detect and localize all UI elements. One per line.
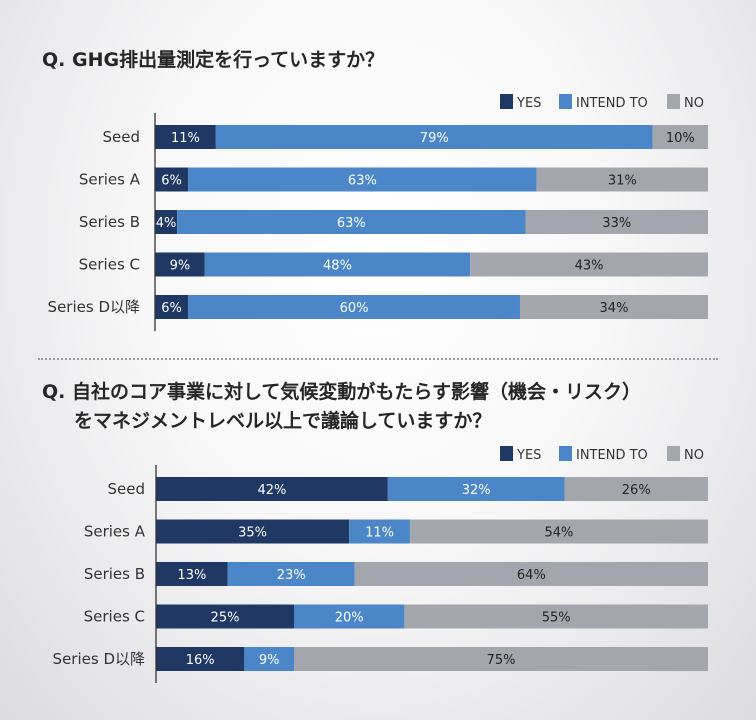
- data-label: 4%: [156, 216, 177, 231]
- legend-swatch-3: [667, 446, 680, 461]
- data-label: 54%: [545, 526, 574, 541]
- bar-segment-yes: [156, 519, 350, 544]
- bar-segment-yes: [156, 647, 245, 671]
- bar-segment-no: [536, 167, 708, 192]
- category-label: Series A: [79, 171, 141, 189]
- category-label: Series B: [79, 213, 140, 231]
- data-label: 23%: [277, 568, 306, 583]
- section-divider: [38, 358, 718, 360]
- data-label: 11%: [171, 131, 200, 146]
- bar-segment-no: [470, 252, 708, 277]
- bar-segment-no: [652, 125, 708, 149]
- category-label: Seed: [103, 128, 141, 146]
- bar-segment-intend: [188, 167, 537, 192]
- bar-segment-intend: [177, 210, 526, 234]
- data-label: 42%: [257, 483, 286, 498]
- bar-segment-yes: [155, 167, 189, 192]
- category-label: Seed: [108, 480, 146, 498]
- legend-swatch-2: [559, 94, 572, 109]
- data-label: 60%: [340, 301, 369, 316]
- legend-label-2: INTEND TO: [576, 448, 648, 463]
- data-label: 31%: [608, 174, 637, 189]
- data-label: 48%: [323, 259, 352, 274]
- bar-segment-no: [564, 477, 708, 501]
- bar-segment-intend: [204, 252, 471, 277]
- legend-swatch-3: [667, 94, 680, 109]
- data-label: 35%: [238, 526, 267, 541]
- data-label: 33%: [602, 216, 631, 231]
- data-label: 6%: [161, 301, 182, 316]
- data-label: 6%: [161, 174, 182, 189]
- bar-segment-intend: [294, 604, 405, 629]
- chart-ghg-measurement: YES INTEND TO NO Seed 11% 79% 10% Series A 6% 63%…: [48, 94, 708, 331]
- bar-segment-yes: [155, 252, 205, 277]
- legend-swatch-1: [500, 94, 513, 109]
- bar-segment-intend: [349, 519, 410, 544]
- data-label: 64%: [517, 568, 546, 583]
- bar-segment-no: [354, 562, 708, 586]
- data-label: 9%: [170, 259, 191, 274]
- bar-segment-yes: [155, 125, 216, 149]
- chart-climate-discussion: YES INTEND TO NO Seed 42% 32% 26% Series A 35% 11…: [53, 446, 708, 683]
- data-label: 55%: [542, 611, 571, 626]
- legend-label-1: YES: [516, 96, 541, 111]
- category-label: Series B: [84, 565, 145, 583]
- category-label: Series A: [84, 523, 146, 541]
- legend-swatch-1: [500, 446, 513, 461]
- data-label: 16%: [186, 653, 215, 668]
- bar-segment-no: [404, 604, 708, 629]
- legend-label-1: YES: [516, 448, 541, 463]
- bar-segment-intend: [215, 125, 653, 149]
- question-2-line2: をマネジメントレベル以上で議論していますか？: [74, 410, 492, 432]
- data-label: 63%: [348, 174, 377, 189]
- bar-segment-no: [294, 647, 708, 671]
- data-label: 10%: [666, 131, 695, 146]
- question-1-line1: Q. GHG排出量測定を行っていますか？: [42, 49, 385, 71]
- legend-label-3: NO: [684, 448, 704, 463]
- bar-segment-no: [409, 519, 708, 544]
- data-label: 43%: [575, 259, 604, 274]
- bar-segment-yes: [156, 562, 228, 586]
- category-label: Series C: [84, 608, 145, 626]
- data-label: 20%: [335, 611, 364, 626]
- question-2-title: Q. 自社のコア事業に対して気候変動がもたらす影響（機会・リスク） をマネジメン…: [42, 378, 641, 436]
- bar-segment-yes: [155, 210, 178, 234]
- bar-segment-yes: [155, 295, 189, 319]
- category-label: Series D以降: [48, 298, 140, 316]
- question-1-title: Q. GHG排出量測定を行っていますか？: [42, 46, 384, 75]
- category-label: Series D以降: [53, 650, 145, 668]
- legend-swatch-2: [559, 446, 572, 461]
- data-label: 63%: [337, 216, 366, 231]
- bar-segment-intend: [244, 647, 294, 671]
- data-label: 9%: [259, 653, 280, 668]
- bar-segment-no: [519, 295, 708, 319]
- category-label: Series C: [79, 256, 140, 274]
- data-label: 75%: [487, 653, 516, 668]
- data-label: 13%: [177, 568, 206, 583]
- question-2-line1: Q. 自社のコア事業に対して気候変動がもたらす影響（機会・リスク）: [42, 381, 642, 403]
- data-label: 26%: [622, 483, 651, 498]
- bar-segment-yes: [156, 477, 388, 501]
- data-label: 34%: [600, 301, 629, 316]
- data-label: 25%: [211, 611, 240, 626]
- data-label: 11%: [365, 526, 394, 541]
- bar-segment-intend: [387, 477, 565, 501]
- legend-label-3: NO: [684, 96, 704, 111]
- bar-segment-intend: [227, 562, 355, 586]
- data-label: 79%: [420, 131, 449, 146]
- bar-segment-intend: [188, 295, 520, 319]
- bar-segment-yes: [156, 604, 294, 629]
- legend-label-2: INTEND TO: [576, 96, 648, 111]
- bar-segment-no: [525, 210, 708, 234]
- data-label: 32%: [462, 483, 491, 498]
